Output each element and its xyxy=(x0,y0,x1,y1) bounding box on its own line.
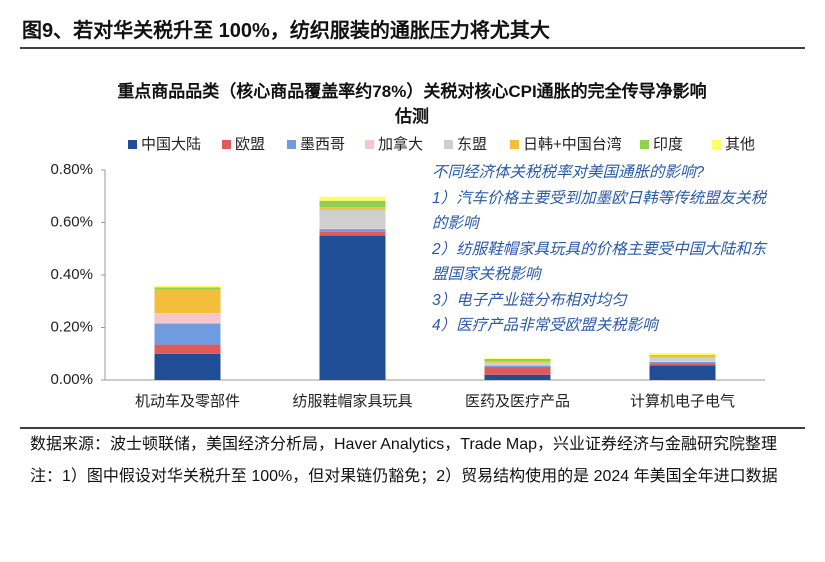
annotation-line: 3）电子产业链分布相对均匀 xyxy=(432,291,627,309)
bar-segment xyxy=(649,363,716,366)
bar-segment xyxy=(649,365,716,380)
legend-swatch xyxy=(712,140,721,149)
x-tick-label: 医药及医疗产品 xyxy=(465,393,570,410)
y-tick-label: 0.00% xyxy=(50,371,93,388)
legend-swatch xyxy=(287,140,296,149)
legend-label: 印度 xyxy=(653,136,683,153)
legend-label: 日韩+中国台湾 xyxy=(523,136,622,153)
x-tick-label: 机动车及零部件 xyxy=(135,393,240,410)
bar-segment xyxy=(319,207,386,210)
bar-segment xyxy=(484,374,551,380)
bar-segment xyxy=(319,228,386,230)
annotation-line: 1）汽车价格主要受到加墨欧日韩等传统盟友关税的影响 xyxy=(432,189,767,233)
legend-label: 加拿大 xyxy=(378,135,423,153)
bar-segment xyxy=(649,355,716,357)
legend-swatch xyxy=(222,140,231,149)
x-tick-label: 计算机电子电气 xyxy=(630,392,735,410)
bar-segment xyxy=(484,362,551,365)
y-tick-label: 0.80% xyxy=(50,161,93,178)
bar-segment xyxy=(154,289,221,314)
legend-swatch xyxy=(510,140,519,149)
annotation-line: 不同经济体关税税率对美国通胀的影响? xyxy=(432,164,705,181)
bar-segment xyxy=(484,358,551,359)
bar-segment xyxy=(484,361,551,363)
figure-title: 图9、若对华关税升至 100%，纺织服装的通胀压力将尤其大 xyxy=(22,20,550,42)
bar-segment xyxy=(319,209,386,229)
note: 注：1）图中假设对华关税升至 100%，但对果链仍豁免；2）贸易结构使用的是 2… xyxy=(30,468,778,485)
bar-segment xyxy=(649,361,716,364)
bar-segment xyxy=(154,287,221,290)
legend-swatch xyxy=(365,140,374,149)
bar-segment xyxy=(649,357,716,362)
bar-segment xyxy=(319,200,386,208)
annotation-line: 2）纺服鞋帽家具玩具的价格主要受中国大陆和东盟国家关税影响 xyxy=(432,240,767,284)
bar-segment xyxy=(319,229,386,232)
y-tick-label: 0.20% xyxy=(50,318,93,335)
annotation: 不同经济体关税税率对美国通胀的影响? 1）汽车价格主要受到加墨欧日韩等传统盟友关税… xyxy=(432,160,777,339)
bar-segment xyxy=(154,285,221,288)
legend-label: 东盟 xyxy=(457,136,487,153)
bar-segment xyxy=(484,364,551,366)
bar-segment xyxy=(319,231,386,236)
chart-title: 重点商品品类（核心商品覆盖率约78%）关税对核心CPI通胀的完全传导净影响估测 xyxy=(117,82,707,126)
bar-segment xyxy=(649,361,716,362)
bar-segment xyxy=(484,365,551,367)
legend-label: 中国大陆 xyxy=(141,136,201,153)
bar-segment xyxy=(154,353,221,380)
bar-segment xyxy=(319,196,386,201)
bar-segment xyxy=(154,323,221,345)
y-tick-label: 0.60% xyxy=(50,213,93,230)
bar-segment xyxy=(649,352,716,356)
bar-segment xyxy=(319,235,386,380)
bar-segment xyxy=(154,313,221,324)
bar-segment xyxy=(154,344,221,354)
y-tick-label: 0.40% xyxy=(50,266,93,283)
legend-swatch xyxy=(128,140,137,149)
bar-segment xyxy=(484,359,551,362)
bar-segment xyxy=(484,366,551,375)
legend-swatch xyxy=(640,140,649,149)
x-tick-label: 纺服鞋帽家具玩具 xyxy=(292,393,412,410)
notes: 数据来源：波士顿联储，美国经济分析局，Haver Analytics，Trade… xyxy=(30,432,800,496)
bar-segment xyxy=(649,356,716,358)
legend-swatch xyxy=(444,140,453,149)
legend-label: 墨西哥 xyxy=(300,136,345,153)
legend-label: 其他 xyxy=(725,136,755,153)
annotation-line: 4）医疗产品非常受欧盟关税影响 xyxy=(432,317,658,334)
legend-label: 欧盟 xyxy=(235,136,265,153)
note: 数据来源：波士顿联储，美国经济分析局，Haver Analytics，Trade… xyxy=(30,436,778,453)
